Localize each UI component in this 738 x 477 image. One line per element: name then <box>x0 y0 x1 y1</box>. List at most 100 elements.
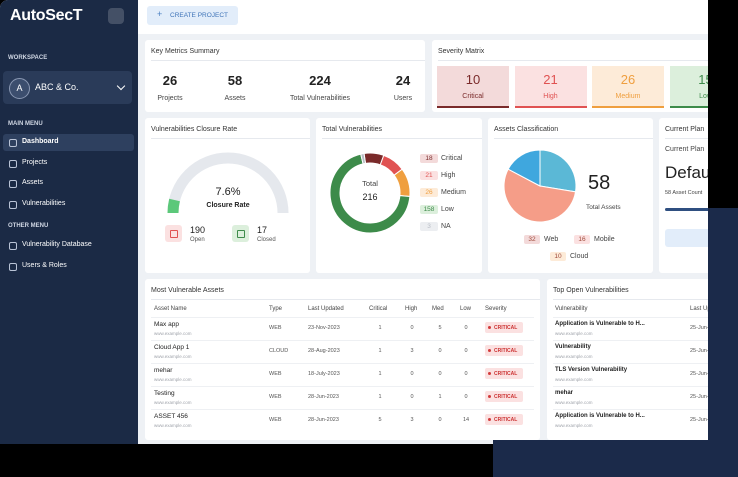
asset-url: www.example.com <box>154 354 192 359</box>
create-project-button[interactable]: + CREATE PROJECT <box>147 6 238 25</box>
menu-item[interactable]: Users & Roles <box>3 258 134 275</box>
menu-icon <box>9 180 17 188</box>
severity-badge: CRITICAL <box>485 391 523 402</box>
asset-type: WEB <box>269 325 282 331</box>
severity-badge: CRITICAL <box>485 345 523 356</box>
assets-classification-card: Assets Classification 58 Total Assets 16 Mob… <box>488 118 653 273</box>
status-icon <box>232 225 249 242</box>
plus-icon: + <box>157 9 163 19</box>
plan-name: Default <box>665 163 708 182</box>
logo: AutoSecT <box>10 7 83 24</box>
status-count: 17 <box>257 225 268 235</box>
menu-label: Vulnerability Database <box>22 241 92 248</box>
vulnerability-url: www.example.com <box>555 354 593 359</box>
badge-dot <box>488 395 491 398</box>
count-cell: 3 <box>410 348 414 354</box>
severity-tile: 26 Medium <box>592 66 664 108</box>
count-cell: 0 <box>438 417 442 423</box>
menu-toggle[interactable] <box>108 8 124 24</box>
vulnerability-url: www.example.com <box>555 423 593 428</box>
vulnerability-url: www.example.com <box>555 400 593 405</box>
row-divider <box>553 363 708 364</box>
divider <box>151 60 425 61</box>
divider <box>665 138 708 139</box>
card-title: Vulnerabilities Closure Rate <box>151 126 238 133</box>
plan-progress <box>665 208 708 211</box>
chart-segment <box>393 168 411 197</box>
legend-count: 16 <box>574 235 590 244</box>
row-divider <box>553 386 708 387</box>
metric-value: 224 <box>309 73 331 88</box>
chart-segment <box>329 153 411 234</box>
menu-item[interactable]: Assets <box>3 175 134 192</box>
severity-badge: CRITICAL <box>485 322 523 333</box>
count-cell: 0 <box>438 348 442 354</box>
row-divider <box>151 409 534 410</box>
last-updated: 25-Jun-2023 <box>690 394 708 400</box>
card-title: Assets Classification <box>494 126 559 133</box>
workspace-name: ABC & Co. <box>35 82 79 92</box>
badge-label: CRITICAL <box>494 371 518 377</box>
severity-label: Critical <box>462 93 484 100</box>
legend-count: 32 <box>524 235 540 244</box>
menu-item[interactable]: Projects <box>3 155 134 172</box>
divider <box>151 138 310 139</box>
legend-count: 10 <box>550 252 566 261</box>
menu-label: Vulnerabilities <box>22 199 66 207</box>
asset-type: WEB <box>269 394 282 400</box>
button-label: CREATE PROJECT <box>170 12 229 19</box>
badge-label: CRITICAL <box>494 394 518 400</box>
menu-icon <box>9 159 17 168</box>
severity-tile: 21 High <box>514 66 587 108</box>
top-open-vulnerabilities-card: Top Open Vulnerabilities Vulnerability Las… <box>547 279 708 440</box>
metric-label: Total Vulnerabilities <box>289 95 351 102</box>
workspace-selector[interactable]: A ABC & Co. <box>3 71 132 104</box>
legend-label: Mobile <box>594 236 615 243</box>
background-panel <box>708 208 738 477</box>
count-cell: 0 <box>410 371 414 377</box>
legend-label: Cloud <box>570 253 589 260</box>
divider <box>151 299 540 300</box>
menu-item[interactable]: Dashboard <box>3 134 134 151</box>
content: Key Metrics Summary 26 Projects 58 Assets 224… <box>145 40 708 440</box>
most-vulnerable-assets-card: Most Vulnerable Assets Asset Name Type Last… <box>145 279 540 440</box>
last-updated: 23-Nov-2023 <box>308 325 340 331</box>
background-panel <box>493 440 738 477</box>
last-updated: 25-Jun-2023 <box>690 417 708 423</box>
badge-dot <box>488 418 491 421</box>
count-cell: 0 <box>410 394 414 400</box>
section-heading: MAIN MENU <box>8 121 43 127</box>
dashboard: AutoSecT WORKSPACE A ABC & Co. MAIN MENU Dash… <box>0 0 708 444</box>
status-label: Closed <box>257 237 276 243</box>
plan-button[interactable] <box>665 229 708 247</box>
last-updated: 28-Jun-2023 <box>308 394 339 400</box>
row-divider <box>151 386 534 387</box>
count-cell: 0 <box>464 325 468 331</box>
top-bar: + CREATE PROJECT <box>138 0 708 34</box>
menu-item[interactable]: Vulnerabilities <box>3 196 134 213</box>
last-updated: 28-Aug-2023 <box>308 348 340 354</box>
section-heading: WORKSPACE <box>8 55 48 61</box>
count-cell: 1 <box>378 394 382 400</box>
card-title: Key Metrics Summary <box>151 48 220 55</box>
column-header: Med <box>432 306 444 312</box>
menu-item[interactable]: Vulnerability Database <box>3 237 134 254</box>
chart: 7.6% Closure Rate <box>167 152 289 214</box>
card-title: Severity Matrix <box>438 48 485 55</box>
last-updated: 25-Jun-2023 <box>690 348 708 354</box>
asset-type: WEB <box>269 417 282 423</box>
count-cell: 14 <box>462 417 470 423</box>
chart-segment <box>539 149 577 193</box>
avatar: A <box>9 78 30 99</box>
row-divider <box>151 317 534 318</box>
asset-name: Cloud App 1 <box>154 344 190 351</box>
card-title: Most Vulnerable Assets <box>151 287 224 294</box>
menu-label: Dashboard <box>22 138 59 145</box>
count-cell: 0 <box>438 371 442 377</box>
menu-label: Projects <box>22 158 48 166</box>
vulnerability-name: Application is Vulnerable to H... <box>555 413 645 419</box>
asset-name: Max app <box>154 321 179 328</box>
count-cell: 0 <box>464 371 468 377</box>
menu-icon <box>9 200 17 209</box>
